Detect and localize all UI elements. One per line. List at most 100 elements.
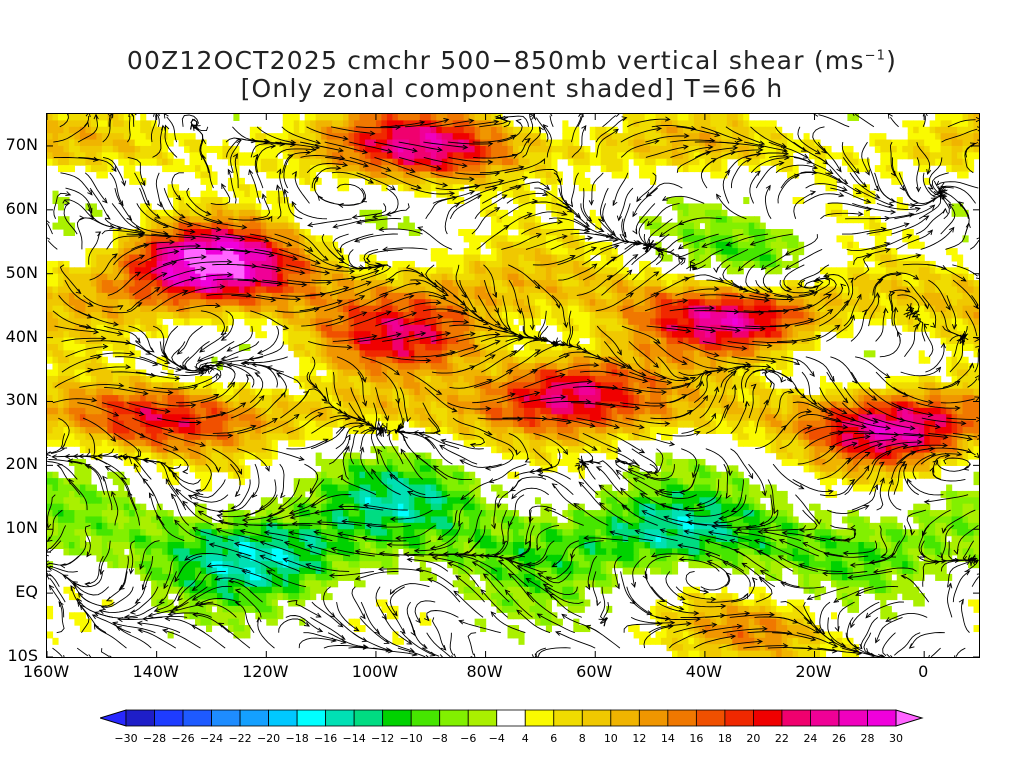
streamline-arrow xyxy=(310,146,317,153)
streamline xyxy=(323,645,368,649)
streamline-arrow xyxy=(620,363,627,369)
streamline-arrow xyxy=(191,595,198,601)
streamline xyxy=(230,139,242,173)
streamline-arrow xyxy=(551,483,558,489)
streamline-arrow xyxy=(169,608,176,614)
streamline-arrow xyxy=(712,520,719,526)
streamline xyxy=(342,520,387,526)
streamline xyxy=(280,391,309,419)
colorbar-label: −20 xyxy=(257,732,280,745)
streamline xyxy=(401,632,435,656)
streamline-arrow xyxy=(87,207,93,214)
streamline-arrow xyxy=(196,420,202,426)
streamline-arrow xyxy=(686,520,693,526)
streamline xyxy=(193,614,230,634)
streamline xyxy=(803,601,822,634)
streamline xyxy=(757,550,794,572)
streamline xyxy=(349,141,393,153)
streamline xyxy=(105,466,130,495)
streamline xyxy=(903,279,929,309)
streamline-arrow xyxy=(827,169,834,175)
streamline-arrow xyxy=(525,561,532,568)
colorbar-swatch xyxy=(154,709,184,727)
streamline-arrow xyxy=(98,608,105,614)
streamline-arrow xyxy=(449,191,456,197)
streamline-arrow xyxy=(910,450,917,456)
streamline-arrow xyxy=(259,540,266,546)
streamline xyxy=(483,279,499,313)
streamline xyxy=(841,452,871,480)
streamline-arrow xyxy=(645,191,652,197)
streamline xyxy=(448,141,493,145)
streamline xyxy=(422,308,467,315)
streamline xyxy=(162,256,206,266)
streamline xyxy=(443,540,481,555)
streamline-arrow xyxy=(440,644,447,651)
streamline-arrow xyxy=(136,302,143,308)
streamline xyxy=(151,233,196,239)
streamline xyxy=(890,451,916,480)
streamline-arrow xyxy=(469,442,476,448)
streamline xyxy=(192,585,233,601)
streamline-arrow xyxy=(168,427,175,434)
streamline-arrow xyxy=(661,195,668,201)
streamline xyxy=(165,478,187,511)
streamline-arrow xyxy=(371,468,377,475)
streamline-arrow xyxy=(696,502,703,508)
streamline-arrow xyxy=(268,252,275,258)
streamline xyxy=(48,459,83,465)
streamline xyxy=(249,372,264,404)
streamline xyxy=(175,233,220,240)
streamline-arrow xyxy=(614,424,621,430)
streamline xyxy=(113,244,149,266)
streamline xyxy=(585,625,621,649)
colorbar-swatch xyxy=(410,709,441,727)
streamline xyxy=(752,340,797,344)
streamline-arrow xyxy=(127,491,133,498)
streamline xyxy=(154,218,195,233)
streamline xyxy=(903,464,919,496)
streamline-arrow xyxy=(480,589,486,595)
streamline-arrow xyxy=(51,454,57,460)
streamline xyxy=(794,387,827,412)
streamline xyxy=(379,568,424,572)
streamline-arrow xyxy=(720,603,727,609)
streamline-arrow xyxy=(175,194,182,201)
streamline-arrow xyxy=(394,369,400,376)
streamline xyxy=(298,637,336,649)
streamline-arrow xyxy=(359,446,365,453)
streamline xyxy=(142,556,154,590)
streamline-arrow xyxy=(560,394,567,400)
streamline-arrow xyxy=(833,597,840,603)
streamline-arrow xyxy=(803,153,810,159)
streamline-arrow xyxy=(112,253,118,259)
streamline xyxy=(850,601,880,628)
streamline-arrow xyxy=(439,444,446,450)
streamline-arrow xyxy=(855,591,862,597)
streamline-arrow xyxy=(755,151,762,157)
streamline xyxy=(764,370,782,388)
streamline xyxy=(229,248,274,256)
streamline xyxy=(359,617,390,644)
streamline-arrow xyxy=(581,124,587,131)
streamline-arrow xyxy=(664,116,671,122)
streamline-arrow xyxy=(234,588,241,594)
streamline-arrow xyxy=(164,408,171,414)
streamline xyxy=(407,491,451,499)
streamline xyxy=(723,385,736,419)
streamline-arrow xyxy=(969,142,976,148)
streamline xyxy=(407,558,449,572)
streamline xyxy=(111,371,156,377)
streamline xyxy=(827,617,846,647)
streamline xyxy=(665,571,685,600)
streamline-arrow xyxy=(156,514,162,521)
streamline-arrow xyxy=(976,416,979,423)
colorbar-swatch xyxy=(182,709,212,727)
streamline-arrow xyxy=(58,601,64,608)
streamline-arrow xyxy=(757,529,764,535)
streamline-arrow xyxy=(764,292,771,298)
streamline xyxy=(678,233,719,250)
streamline xyxy=(952,279,979,309)
streamline xyxy=(855,356,890,378)
streamline-arrow xyxy=(589,422,596,428)
